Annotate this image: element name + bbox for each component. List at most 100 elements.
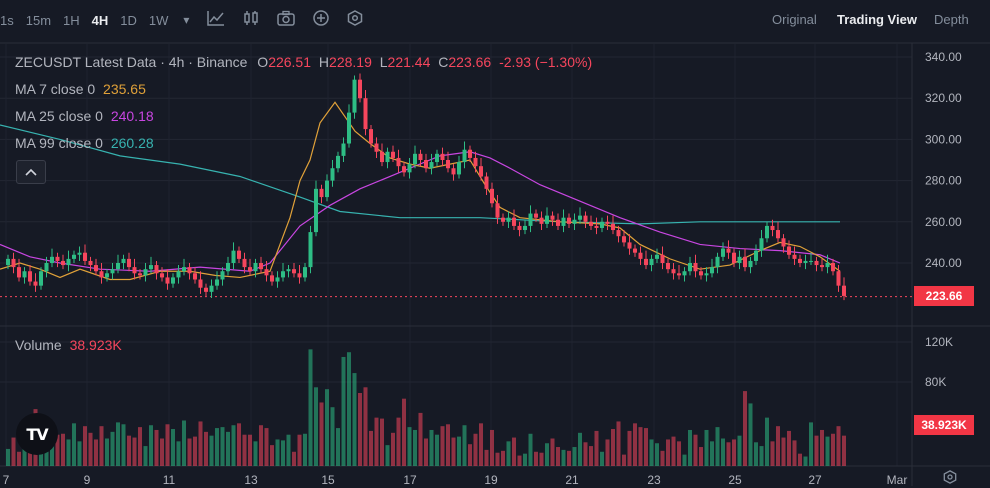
volume-bar (385, 445, 390, 466)
volume-bar (589, 446, 593, 466)
ma7-line (0, 101, 841, 281)
chart-settings-icon[interactable] (942, 470, 958, 488)
candle-body (528, 213, 533, 226)
candle-body (473, 157, 478, 167)
time-tick-label: 27 (808, 473, 822, 486)
candle-body (561, 217, 566, 226)
volume-bar (231, 425, 236, 466)
volume-bar (638, 427, 643, 466)
candle-body (55, 256, 60, 261)
volume-bar (407, 427, 412, 466)
timeframe-1s[interactable]: 1s (0, 12, 14, 28)
candle-body (770, 225, 775, 231)
candle-body (61, 260, 65, 266)
volume-bar (765, 417, 769, 466)
time-tick-label: 25 (728, 473, 742, 486)
candlestick-chart[interactable]: 340.00 320.00 300.00 280.00 260.00 240.00 120K… (0, 40, 990, 486)
camera-icon[interactable] (277, 10, 296, 30)
candle-body (165, 277, 170, 284)
timeframe-1h[interactable]: 1H (63, 12, 80, 28)
volume-bar (264, 428, 269, 466)
volume-bar (534, 451, 538, 466)
candle-body (226, 263, 230, 272)
candle-body (138, 273, 142, 276)
candle-body (803, 260, 808, 263)
volume-bar (748, 403, 753, 466)
view-trading-view-button[interactable]: Trading View (837, 12, 917, 27)
candle-body (352, 79, 357, 113)
candle-body (319, 188, 324, 198)
candle-body (110, 269, 115, 274)
ma25-line (0, 151, 841, 272)
time-tick-label: 7 (3, 473, 10, 486)
volume-bar (693, 434, 698, 466)
settings-hex-icon[interactable] (347, 10, 363, 30)
volume-bar (682, 454, 687, 466)
volume-bar (550, 438, 555, 466)
timeframe-1w[interactable]: 1W (148, 12, 169, 28)
time-tick-label: 23 (647, 473, 661, 486)
collapse-legend-button[interactable] (16, 160, 46, 184)
chevron-down-icon[interactable]: ▾ (183, 13, 190, 27)
add-icon[interactable] (313, 10, 330, 30)
symbol-title: ZECUSDT Latest Data · 4h · Binance (15, 54, 248, 70)
timeframe-4h[interactable]: 4H (91, 12, 109, 28)
candle-body (198, 279, 203, 288)
view-original-button[interactable]: Original (772, 12, 817, 27)
volume-bar (468, 444, 472, 466)
volume-bar (110, 431, 115, 466)
candle-body (149, 265, 153, 270)
volume-bar (374, 417, 379, 466)
candles-icon[interactable] (243, 10, 259, 30)
candle-body (253, 263, 258, 272)
candle-body (589, 221, 593, 226)
volume-bar (193, 436, 197, 466)
volume-bar (506, 441, 511, 466)
timeframe-1d[interactable]: 1D (120, 12, 137, 28)
volume-bar (435, 434, 439, 466)
volume-bar (83, 426, 87, 466)
candle-body (655, 254, 659, 259)
candle-body (776, 230, 780, 239)
volume-bar (303, 433, 307, 466)
timeframe-15m[interactable]: 15m (25, 12, 52, 28)
price-tick-label: 280.00 (925, 174, 962, 188)
candle-body (523, 225, 527, 231)
volume-bar (44, 444, 49, 466)
candle-body (94, 265, 98, 272)
candle-body (286, 269, 291, 272)
candle-body (594, 225, 599, 228)
volume-bar (253, 441, 258, 466)
volume-bar (600, 451, 604, 466)
candle-body (160, 273, 164, 278)
candle-body (710, 267, 714, 274)
volume-bar (391, 432, 395, 466)
ma99-line (0, 124, 840, 225)
candle-body (567, 217, 571, 224)
time-tick-label: 21 (565, 473, 579, 486)
volume-bar (138, 427, 142, 466)
candle-body (490, 188, 494, 204)
candle-body (440, 153, 445, 160)
ma99-legend: MA 99 close 0 260.28 (15, 135, 154, 151)
volume-bar (275, 439, 280, 466)
candle-body (682, 271, 687, 276)
candle-body (787, 246, 791, 255)
volume-bar (578, 432, 582, 466)
volume-bar (671, 436, 676, 466)
volume-bar (418, 412, 423, 466)
candle-body (435, 153, 439, 163)
candle-body (275, 277, 280, 282)
view-depth-button[interactable]: Depth (934, 12, 969, 27)
candle-body (468, 149, 472, 158)
volume-bar (462, 425, 467, 466)
candle-body (22, 271, 27, 278)
candle-body (578, 215, 582, 220)
tradingview-logo[interactable]: TV (16, 413, 58, 455)
volume-bar (473, 433, 478, 466)
indicator-icon[interactable] (207, 10, 225, 30)
candle-body (259, 263, 263, 270)
volume-bar (116, 422, 120, 466)
candle-body (308, 232, 313, 268)
volume-bar (605, 439, 610, 466)
